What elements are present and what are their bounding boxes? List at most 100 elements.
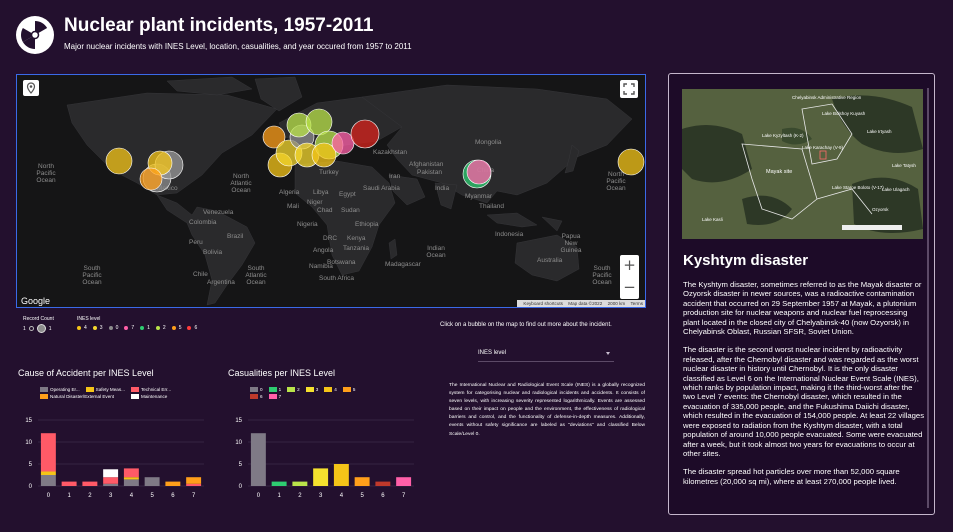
- map-label-mexico: Mexico: [157, 185, 178, 192]
- legend-swatch-icon: [85, 387, 94, 392]
- legend-label: 2: [162, 325, 166, 331]
- bar[interactable]: [313, 468, 329, 486]
- bar-segment[interactable]: [103, 469, 119, 478]
- legend-item[interactable]: 7: [268, 394, 281, 399]
- legend-label: Safety Meas...: [95, 387, 125, 392]
- map-label-south-africa: South Africa: [319, 275, 355, 282]
- y-tick-label: 5: [239, 462, 243, 468]
- location-icon[interactable]: [23, 80, 39, 96]
- legend-swatch-icon: [268, 394, 277, 399]
- map-bubble[interactable]: [262, 125, 286, 149]
- bar-segment[interactable]: [61, 481, 77, 486]
- map-label-myanmar: Myanmar: [465, 193, 493, 200]
- legend-item[interactable]: 4: [324, 387, 337, 392]
- map-bubble[interactable]: [139, 167, 163, 191]
- map-bubble[interactable]: [466, 159, 492, 185]
- incident-paragraph: The Kyshtym disaster, sometimes referred…: [683, 280, 922, 337]
- photo-label: Lake Bolshoy Kuyash: [822, 111, 866, 116]
- legend-swatch-icon: [140, 326, 145, 330]
- map-label-colombia: Colombia: [189, 219, 217, 226]
- map-label-algeria: Algeria: [279, 189, 300, 196]
- x-tick-label: 2: [88, 493, 92, 499]
- map-label-pakistan: Pakistan: [417, 169, 442, 176]
- legend-swatch-icon: [171, 326, 176, 330]
- bar-segment[interactable]: [40, 475, 56, 486]
- legend-item[interactable]: Natural Disaster/External Event: [40, 394, 125, 399]
- legend-item[interactable]: 0: [250, 387, 263, 392]
- map-bubble[interactable]: [350, 119, 380, 149]
- photo-label: Lake Kyzyltash (K-2): [762, 133, 804, 138]
- legend-label: 6: [260, 394, 263, 399]
- legend-item[interactable]: Maintenance: [131, 394, 171, 399]
- map-label-north-pacific-east: North Pacific Ocean: [606, 171, 626, 192]
- world-map[interactable]: North Pacific Ocean North Atlantic Ocean…: [16, 74, 646, 308]
- bar-segment[interactable]: [165, 481, 181, 486]
- terms-link[interactable]: Terms: [630, 301, 643, 306]
- map-bubble[interactable]: [331, 131, 355, 155]
- legend-item[interactable]: 6: [250, 394, 263, 399]
- map-label-kazakhstan: Kazakhstan: [373, 149, 407, 156]
- bar[interactable]: [354, 477, 370, 486]
- size-legend: 1 1: [23, 324, 52, 333]
- legend-item[interactable]: Technical Err...: [131, 387, 171, 392]
- map-bubble[interactable]: [311, 142, 337, 168]
- zoom-in-icon[interactable]: +: [623, 256, 636, 274]
- map-label-papua-new-guinea: Papua New Guinea: [560, 233, 582, 254]
- map-label-north-pacific: North Pacific Ocean: [36, 163, 56, 184]
- bar[interactable]: [250, 433, 266, 486]
- bar-segment[interactable]: [186, 483, 202, 486]
- keyboard-shortcuts-link[interactable]: Keyboard shortcuts: [523, 301, 563, 306]
- legend-swatch-icon: [77, 326, 81, 330]
- bar-segment[interactable]: [144, 477, 160, 486]
- map-label-mali: Mali: [287, 203, 299, 210]
- map-label-madagascar: Madagascar: [385, 261, 421, 268]
- map-label-nigeria: Nigeria: [297, 221, 318, 228]
- legend-swatch-icon: [124, 326, 129, 330]
- legend-item[interactable]: 1: [268, 387, 281, 392]
- fullscreen-icon[interactable]: [620, 80, 638, 98]
- map-label-drc: DRC: [323, 235, 338, 242]
- legend-item[interactable]: 2: [287, 387, 300, 392]
- legend-swatch-icon: [268, 387, 277, 392]
- bar-segment[interactable]: [123, 468, 139, 478]
- map-label-argentina: Argentina: [207, 279, 235, 286]
- bar[interactable]: [271, 481, 287, 486]
- bar[interactable]: [396, 477, 412, 486]
- bar-segment[interactable]: [103, 483, 119, 486]
- legend-item[interactable]: 5: [342, 387, 355, 392]
- bar-segment[interactable]: [82, 481, 98, 486]
- legend-label: 0: [115, 325, 119, 331]
- legend-item[interactable]: 3: [305, 387, 318, 392]
- bar-segment[interactable]: [123, 479, 139, 486]
- google-logo: Google: [21, 296, 51, 306]
- bar[interactable]: [292, 481, 308, 486]
- panel-scrollbar[interactable]: [927, 88, 929, 508]
- map-bubble[interactable]: [105, 147, 133, 175]
- x-tick-label: 4: [130, 493, 134, 499]
- bar-segment[interactable]: [40, 471, 56, 475]
- legend-swatch-icon: [305, 387, 314, 392]
- map-bubble[interactable]: [617, 148, 645, 176]
- incident-detail-panel[interactable]: Chelyabinsk Administrative Region Lake K…: [668, 73, 935, 515]
- bar-segment[interactable]: [103, 477, 119, 484]
- x-tick-label: 4: [340, 493, 344, 499]
- legend-swatch-icon: [324, 387, 333, 392]
- map-label-indian: Indian Ocean: [426, 245, 446, 259]
- bar-segment[interactable]: [40, 433, 56, 472]
- scale-text: 2000 km: [607, 301, 626, 306]
- ines-level-dropdown[interactable]: INES level: [478, 350, 614, 362]
- legend-swatch-icon: [40, 394, 48, 399]
- legend-item[interactable]: Safety Meas...: [85, 387, 125, 392]
- bar-segment[interactable]: [186, 477, 202, 484]
- zoom-control[interactable]: + −: [620, 255, 639, 299]
- cause-chart-legend: Operating Er... Safety Meas... Technical…: [40, 387, 171, 399]
- zoom-out-icon[interactable]: −: [623, 278, 636, 296]
- bar[interactable]: [333, 464, 349, 486]
- legend-swatch-icon: [342, 387, 351, 392]
- legend-item[interactable]: Operating Er...: [40, 387, 80, 392]
- incident-paragraph: The disaster spread hot particles over m…: [683, 467, 900, 486]
- legend-swatch-icon: [92, 326, 97, 330]
- cause-bar-chart: 0 5 10 15 0 1 2 3 4 5 6 7: [25, 418, 204, 499]
- bar[interactable]: [375, 481, 391, 486]
- bar-segment[interactable]: [123, 477, 139, 480]
